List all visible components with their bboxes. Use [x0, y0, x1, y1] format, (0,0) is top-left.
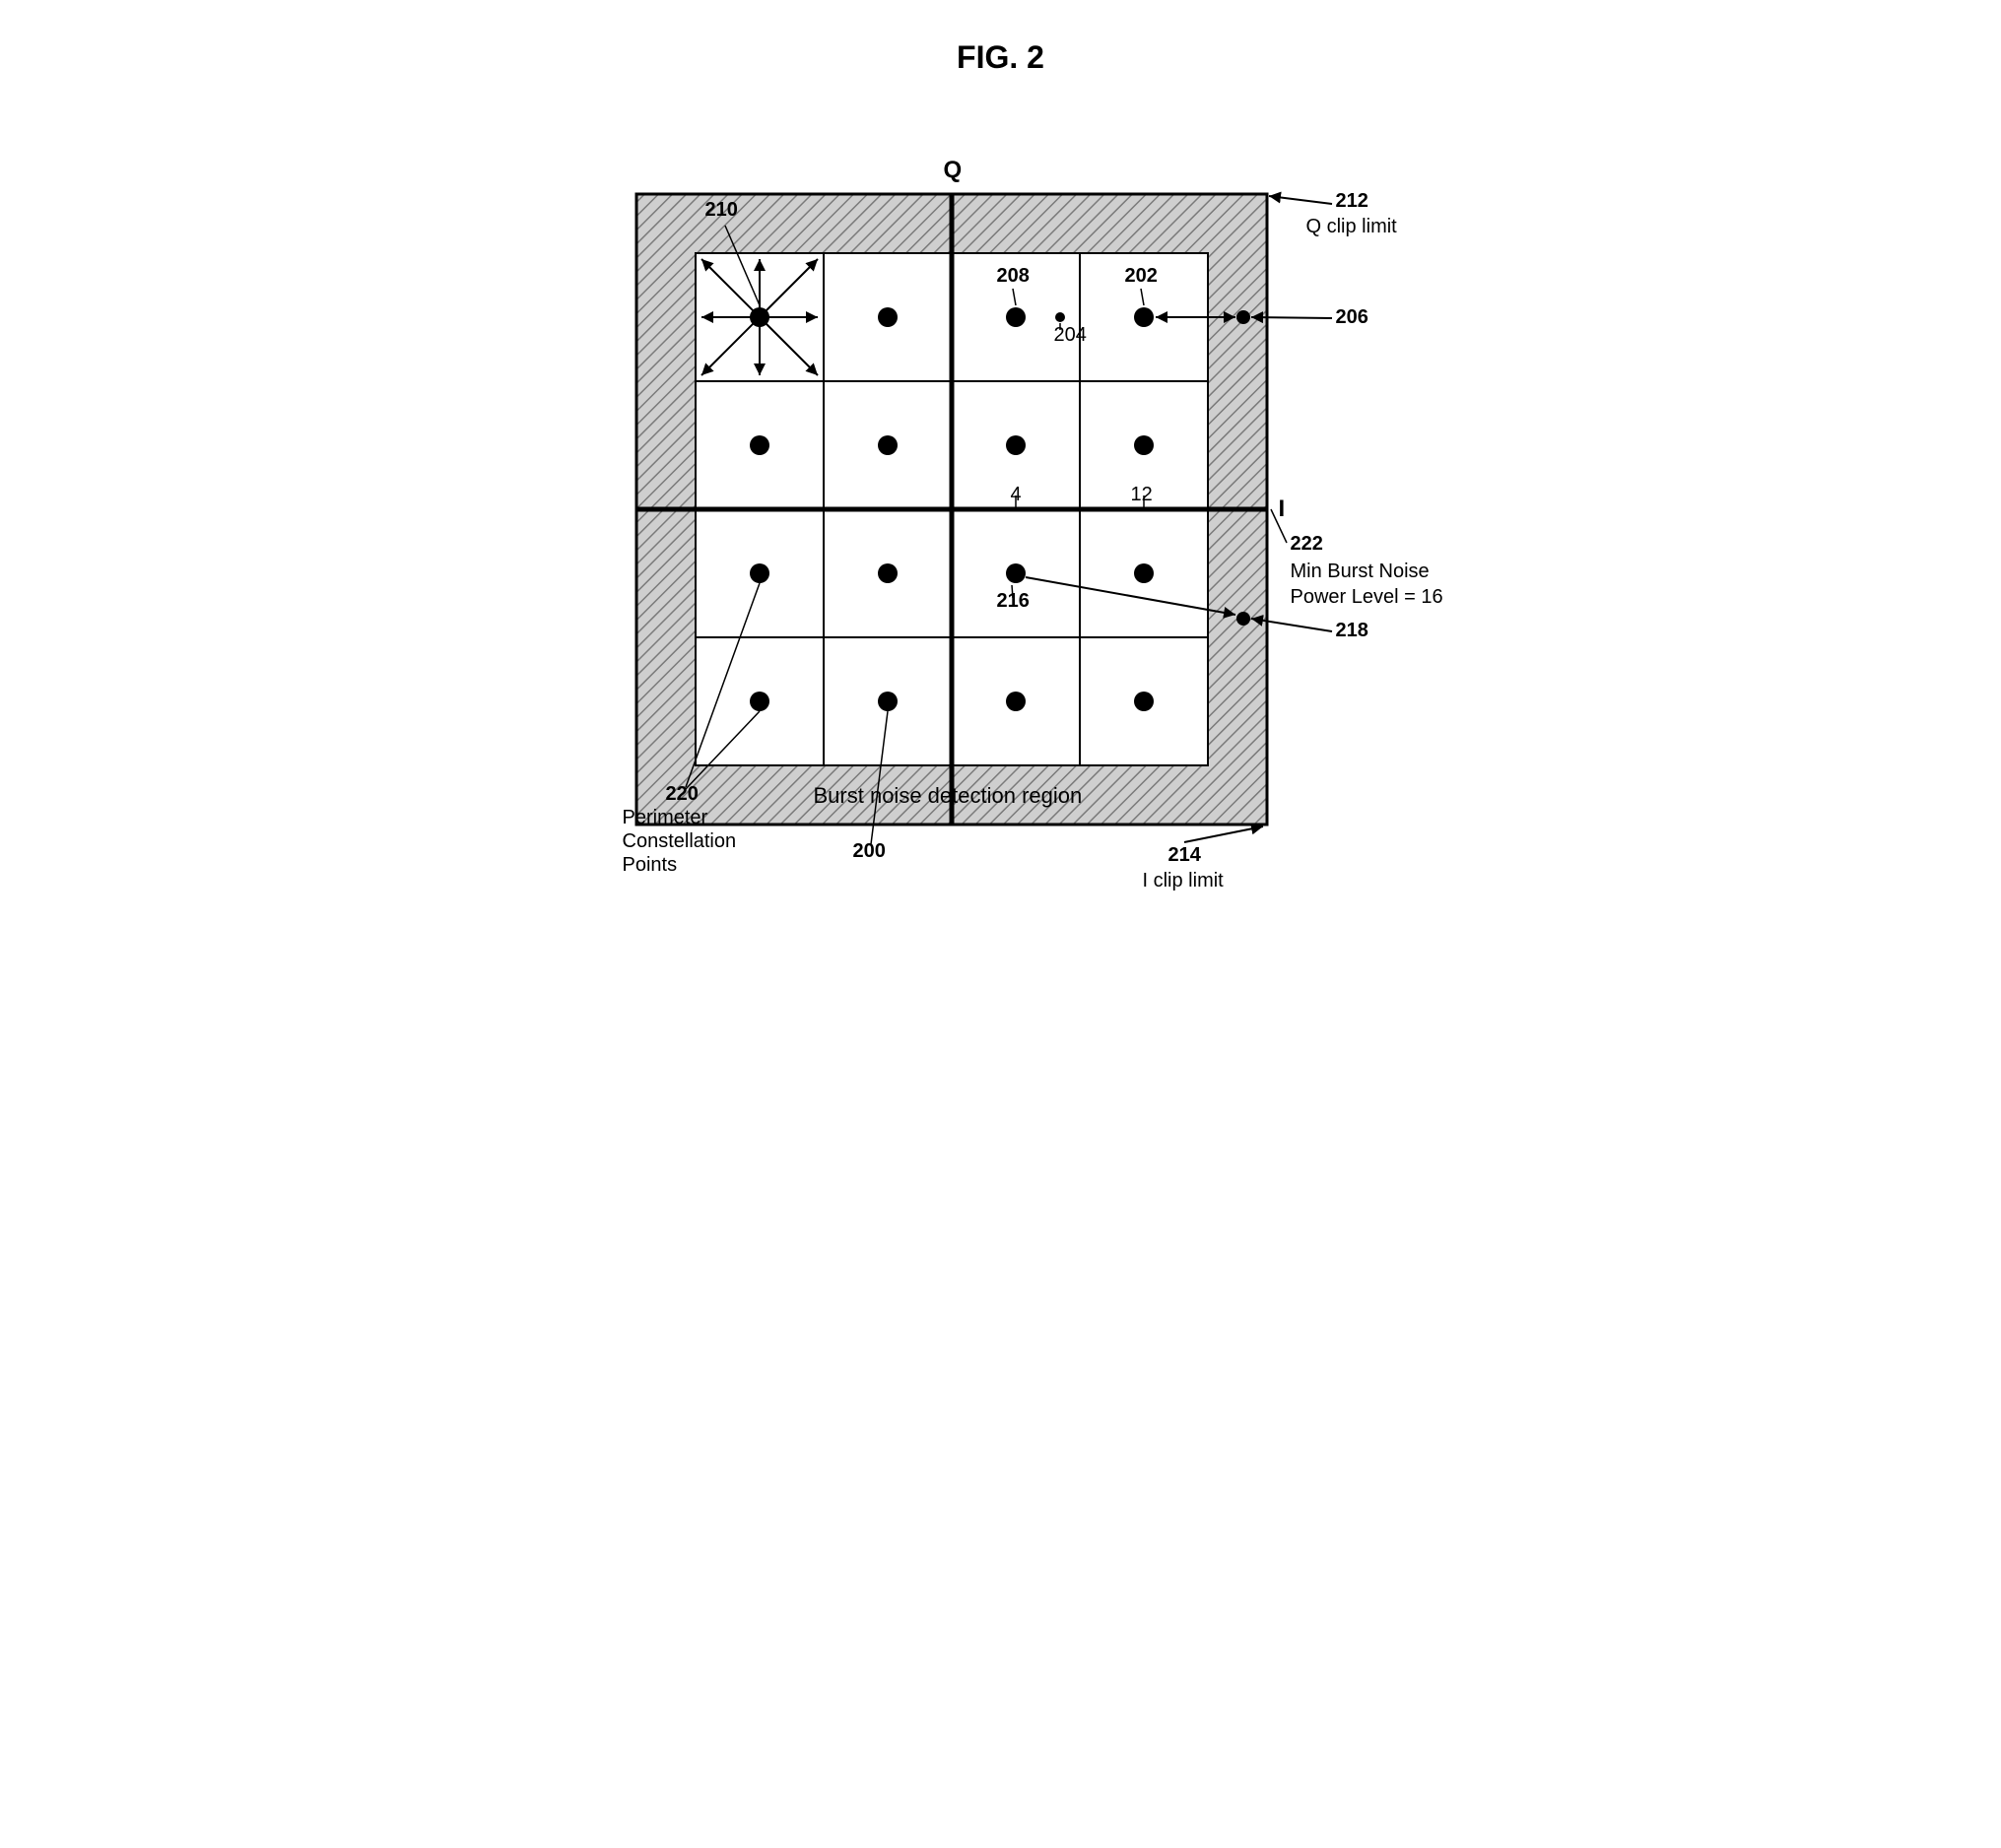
label-204: 204 — [1054, 324, 1087, 347]
label-220-text2: Constellation — [623, 830, 737, 853]
label-222-text2: Power Level = 16 — [1291, 586, 1443, 609]
tick-12: 12 — [1131, 484, 1153, 506]
label-206: 206 — [1336, 306, 1368, 329]
label-202: 202 — [1125, 265, 1158, 288]
label-200: 200 — [853, 840, 886, 863]
label-212-num: 212 — [1336, 190, 1368, 213]
q-axis-label: Q — [944, 157, 963, 184]
label-214-num: 214 — [1168, 844, 1201, 867]
i-axis-label: I — [1279, 495, 1286, 523]
region-text: Burst noise detection region — [814, 783, 1083, 809]
label-214-text: I clip limit — [1143, 870, 1224, 892]
figure-title: FIG. 2 — [957, 39, 1044, 76]
label-212-text: Q clip limit — [1306, 216, 1397, 238]
label-208: 208 — [997, 265, 1030, 288]
tick-4: 4 — [1011, 484, 1022, 506]
label-222-num: 222 — [1291, 533, 1323, 556]
label-218: 218 — [1336, 620, 1368, 642]
diagram-wrapper: Q I 210 208 202 204 206 212 Q clip limit… — [558, 155, 1444, 903]
label-220-num: 220 — [666, 783, 699, 806]
label-210: 210 — [705, 199, 738, 222]
label-220-text1: Perimeter — [623, 807, 708, 829]
label-220-text3: Points — [623, 854, 678, 877]
label-216: 216 — [997, 590, 1030, 613]
label-222-text1: Min Burst Noise — [1291, 561, 1430, 583]
